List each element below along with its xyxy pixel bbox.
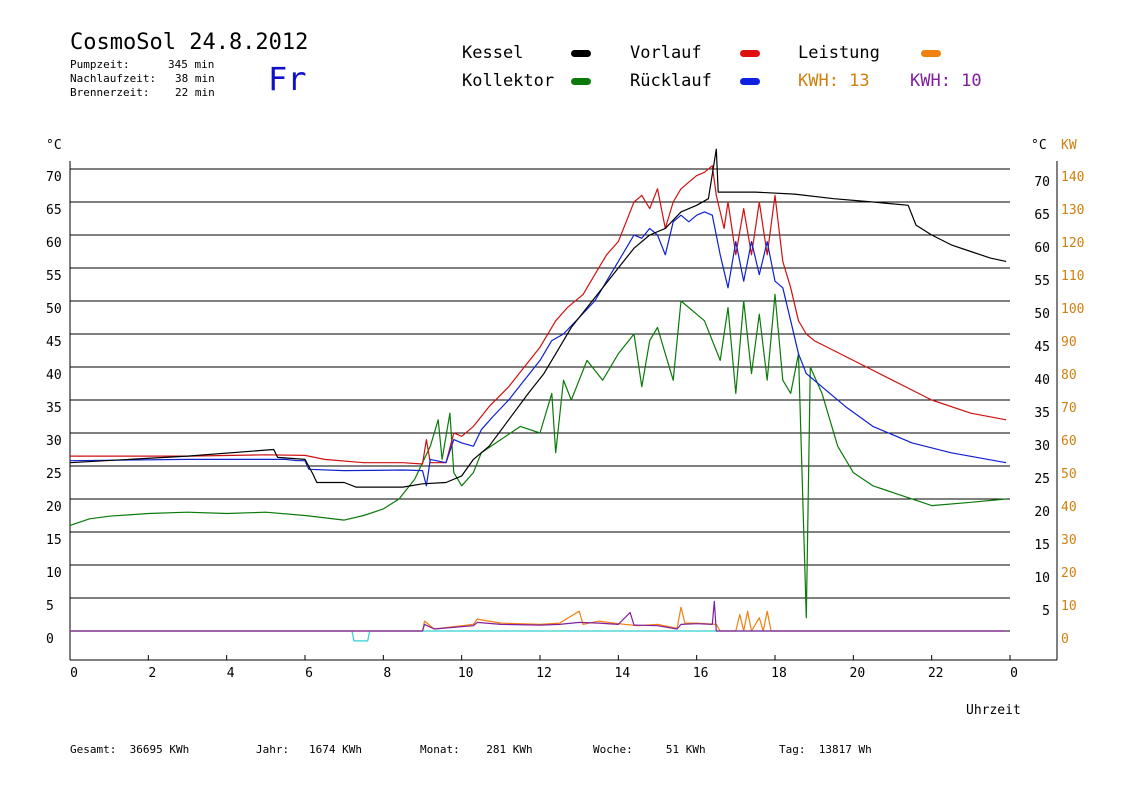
y-tick-label-right-20: 20: [1034, 505, 1050, 520]
stat-pumpzeit-label: Pumpzeit:: [70, 58, 130, 71]
x-tick-label-1: 2: [148, 666, 156, 681]
y-tick-label-left-5: 5: [46, 599, 54, 614]
chart-title: CosmoSol 24.8.2012: [70, 30, 309, 55]
y-tick-label-right-25: 25: [1034, 472, 1050, 487]
y-tick-label-right-15: 15: [1034, 538, 1050, 553]
y-tick-label-left-40: 40: [46, 368, 62, 383]
series-line-pumpe: [70, 630, 1007, 642]
x-tick-label-5: 10: [458, 666, 474, 681]
footer-gesamt: Gesamt: 36695 KWh: [70, 743, 190, 756]
weekday-label: Fr: [268, 60, 307, 98]
series-line-kessel: [69, 148, 1007, 488]
legend-kessel: Kessel: [462, 43, 524, 63]
axes: [69, 161, 1058, 661]
y-tick-label-right-50: 50: [1034, 307, 1050, 322]
series-lines: [69, 148, 1007, 642]
stat-brennerzeit-label: Brennerzeit:: [70, 86, 150, 99]
y-tick-label-power-130: 130: [1061, 203, 1084, 218]
y-tick-label-right-40: 40: [1034, 373, 1050, 388]
y-tick-label-right-70: 70: [1034, 175, 1050, 190]
stat-nachlaufzeit-value: 38 min: [175, 72, 215, 85]
legend-kwh-1: KWH: 13: [798, 71, 870, 91]
y-tick-label-left-0: 0: [46, 632, 54, 647]
y-tick-label-power-40: 40: [1061, 500, 1077, 515]
y-tick-label-right-5: 5: [1042, 604, 1050, 619]
y-tick-label-right-55: 55: [1034, 274, 1050, 289]
grid-lines: [70, 168, 1010, 632]
footer-monat: Monat: 281 KWh: [420, 743, 533, 756]
legend-vorlauf-swatch: [740, 50, 760, 57]
y-tick-label-left-50: 50: [46, 302, 62, 317]
y-tick-label-power-90: 90: [1061, 335, 1077, 350]
y-tick-label-power-60: 60: [1061, 434, 1077, 449]
stat-brennerzeit-value: 22 min: [175, 86, 215, 99]
y-tick-label-power-110: 110: [1061, 269, 1084, 284]
y-tick-label-left-55: 55: [46, 269, 62, 284]
legend-leistung: Leistung: [798, 43, 880, 63]
x-axis-label: Uhrzeit: [966, 703, 1021, 718]
series-line-kollektor: [69, 293, 1007, 619]
x-tick-label-3: 6: [305, 666, 313, 681]
legend-kollektor-swatch: [571, 78, 591, 85]
y-tick-label-power-70: 70: [1061, 401, 1077, 416]
y-tick-label-right-35: 35: [1034, 406, 1050, 421]
y-tick-label-left-65: 65: [46, 203, 62, 218]
y-tick-label-left-60: 60: [46, 236, 62, 251]
legend-kwh-2: KWH: 10: [910, 71, 982, 91]
y-tick-label-right-10: 10: [1034, 571, 1050, 586]
x-tick-label-9: 18: [771, 666, 787, 681]
footer-jahr: Jahr: 1674 KWh: [256, 743, 362, 756]
y-tick-label-power-120: 120: [1061, 236, 1084, 251]
x-tick-label-2: 4: [227, 666, 235, 681]
stat-nachlaufzeit-label: Nachlaufzeit:: [70, 72, 157, 85]
y-tick-label-power-30: 30: [1061, 533, 1077, 548]
y-tick-label-right-30: 30: [1034, 439, 1050, 454]
y-tick-label-left-70: 70: [46, 170, 62, 185]
legend-vorlauf: Vorlauf: [630, 43, 702, 63]
legend-kessel-swatch: [571, 50, 591, 57]
y-tick-label-right-45: 45: [1034, 340, 1050, 355]
y-tick-label-left-30: 30: [46, 434, 62, 449]
y-tick-label-power-0: 0: [1061, 632, 1069, 647]
y-tick-label-power-140: 140: [1061, 170, 1084, 185]
legend-leistung-swatch: [921, 50, 941, 57]
x-tick-label-8: 16: [693, 666, 709, 681]
y-tick-label-power-80: 80: [1061, 368, 1077, 383]
series-line-leistung: [70, 606, 1007, 632]
y-tick-label-power-50: 50: [1061, 467, 1077, 482]
y-tick-label-left-35: 35: [46, 401, 62, 416]
series-line-kwh2: [70, 600, 1007, 632]
y-axis-label-left: °C: [46, 138, 62, 153]
y-tick-label-left-25: 25: [46, 467, 62, 482]
x-tick-label-12: 0: [1010, 666, 1018, 681]
x-tick-label-10: 20: [850, 666, 866, 681]
y-axis-label-right: °C: [1031, 138, 1047, 153]
y-tick-label-left-15: 15: [46, 533, 62, 548]
x-tick-label-6: 12: [536, 666, 552, 681]
y-tick-label-power-10: 10: [1061, 599, 1077, 614]
legend-ruecklauf-swatch: [740, 78, 760, 85]
y-tick-label-power-100: 100: [1061, 302, 1084, 317]
y-tick-label-right-65: 65: [1034, 208, 1050, 223]
series-line-ruecklauf: [69, 211, 1007, 487]
x-tick-label-0: 0: [70, 666, 78, 681]
footer-woche: Woche: 51 KWh: [593, 743, 706, 756]
x-tick-label-4: 8: [383, 666, 391, 681]
y-tick-label-left-20: 20: [46, 500, 62, 515]
y-tick-label-power-20: 20: [1061, 566, 1077, 581]
y-tick-label-left-10: 10: [46, 566, 62, 581]
y-tick-label-right-60: 60: [1034, 241, 1050, 256]
legend-kollektor: Kollektor: [462, 71, 555, 91]
footer-tag: Tag: 13817 Wh: [779, 743, 872, 756]
tick-labels: 0 2 4 6 8 10 12 14 16 18 20 22 005101520253035404550…: [46, 170, 1084, 681]
x-tick-label-7: 14: [615, 666, 631, 681]
legend-ruecklauf: Rücklauf: [630, 71, 712, 91]
x-tick-label-11: 22: [928, 666, 944, 681]
stat-pumpzeit-value: 345 min: [168, 58, 215, 71]
series-line-vorlauf: [70, 165, 1007, 465]
y-axis-label-power: KW: [1061, 138, 1077, 153]
y-tick-label-left-45: 45: [46, 335, 62, 350]
